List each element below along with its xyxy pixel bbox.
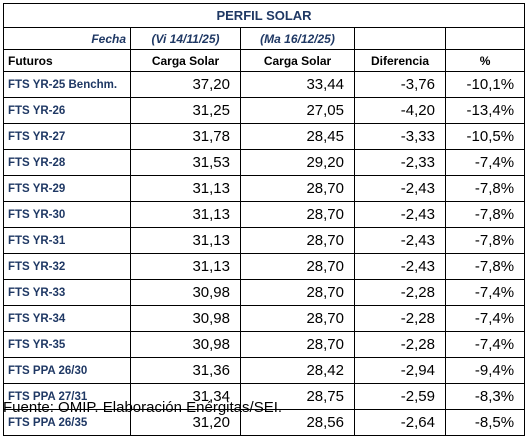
carga-solar-previous-cell: 31,13 xyxy=(130,227,241,254)
percent-cell: -8,3% xyxy=(444,383,526,410)
header-carga-solar-current: Carga Solar xyxy=(240,49,355,72)
diferencia-cell: -2,43 xyxy=(354,253,446,280)
percent-cell: -10,5% xyxy=(444,123,526,150)
percent-cell: -7,8% xyxy=(444,201,526,228)
table-row: FTS YR-30 31,13 28,70 -2,43 -7,8% xyxy=(3,201,526,228)
percent-cell: -7,4% xyxy=(444,149,526,176)
diferencia-cell: -2,43 xyxy=(354,175,446,202)
futures-label-cell: FTS PPA 27/31 xyxy=(3,383,131,410)
header-percent: % xyxy=(444,49,526,72)
diferencia-cell: -2,33 xyxy=(354,149,446,176)
table-row: FTS YR-35 30,98 28,70 -2,28 -7,4% xyxy=(3,331,526,358)
diferencia-cell: -2,28 xyxy=(354,279,446,306)
carga-solar-current-cell: 28,70 xyxy=(240,175,355,202)
date-previous: (Vi 14/11/25) xyxy=(130,27,241,50)
carga-solar-current-cell: 28,70 xyxy=(240,305,355,332)
carga-solar-current-cell: 28,70 xyxy=(240,253,355,280)
futures-label-cell: FTS YR-33 xyxy=(3,279,131,306)
diferencia-cell: -4,20 xyxy=(354,97,446,124)
futures-label-cell: FTS YR-34 xyxy=(3,305,131,332)
title-row: PERFIL SOLAR xyxy=(2,3,526,28)
futures-label-cell: FTS YR-31 xyxy=(3,227,131,254)
header-futuros: Futuros xyxy=(3,49,131,72)
table-row: FTS PPA 26/30 31,36 28,42 -2,94 -9,4% xyxy=(3,357,526,384)
header-carga-solar-previous: Carga Solar xyxy=(130,49,241,72)
percent-cell: -9,4% xyxy=(444,357,526,384)
carga-solar-previous-cell: 31,13 xyxy=(130,253,241,280)
percent-cell: -7,4% xyxy=(444,279,526,306)
date-label: Fecha xyxy=(3,27,131,50)
table-row: FTS YR-32 31,13 28,70 -2,43 -7,8% xyxy=(3,253,526,280)
percent-cell: -7,4% xyxy=(444,305,526,332)
futures-label-cell: FTS YR-26 xyxy=(3,97,131,124)
carga-solar-previous-cell: 31,13 xyxy=(130,175,241,202)
percent-cell: -7,8% xyxy=(444,253,526,280)
table-row: FTS YR-28 31,53 29,20 -2,33 -7,4% xyxy=(3,149,526,176)
percent-cell: -7,4% xyxy=(444,331,526,358)
carga-solar-current-cell: 28,45 xyxy=(240,123,355,150)
carga-solar-current-cell: 28,42 xyxy=(240,357,355,384)
futures-label-cell: FTS YR-30 xyxy=(3,201,131,228)
carga-solar-current-cell: 33,44 xyxy=(240,71,355,98)
carga-solar-current-cell: 28,70 xyxy=(240,279,355,306)
carga-solar-current-cell: 27,05 xyxy=(240,97,355,124)
diferencia-cell: -2,43 xyxy=(354,201,446,228)
diferencia-cell: -2,43 xyxy=(354,227,446,254)
diferencia-cell: -3,76 xyxy=(354,71,446,98)
carga-solar-current-cell: 28,70 xyxy=(240,201,355,228)
carga-solar-previous-cell: 30,98 xyxy=(130,331,241,358)
empty-cell xyxy=(444,27,526,50)
percent-cell: -7,8% xyxy=(444,227,526,254)
futures-label-cell: FTS YR-35 xyxy=(3,331,131,358)
futures-label-cell: FTS PPA 26/30 xyxy=(3,357,131,384)
percent-cell: -10,1% xyxy=(444,71,526,98)
table-row: FTS YR-26 31,25 27,05 -4,20 -13,4% xyxy=(3,97,526,124)
percent-cell: -13,4% xyxy=(444,97,526,124)
diferencia-cell: -2,28 xyxy=(354,305,446,332)
data-table-container: PERFIL SOLAR Fecha (Vi 14/11/25) (Ma 16/… xyxy=(2,3,526,436)
source-footnote: Fuente: OMIP. Elaboración Enérgitas/SEI. xyxy=(3,399,283,416)
header-row: Futuros Carga Solar Carga Solar Diferenc… xyxy=(3,49,526,72)
empty-cell xyxy=(354,27,446,50)
carga-solar-current-cell: 28,70 xyxy=(240,331,355,358)
table-row: FTS YR-27 31,78 28,45 -3,33 -10,5% xyxy=(3,123,526,150)
futures-label-cell: FTS YR-32 xyxy=(3,253,131,280)
table-row: FTS PPA 27/31 31,34 28,75 -2,59 -8,3% xyxy=(3,383,526,410)
table-row: FTS YR-25 Benchm. 37,20 33,44 -3,76 -10,1% xyxy=(3,71,526,98)
futures-label-cell: FTS YR-28 xyxy=(3,149,131,176)
carga-solar-previous-cell: 31,25 xyxy=(130,97,241,124)
carga-solar-previous-cell: 31,36 xyxy=(130,357,241,384)
futures-label-cell: FTS YR-29 xyxy=(3,175,131,202)
header-diferencia: Diferencia xyxy=(354,49,446,72)
date-row: Fecha (Vi 14/11/25) (Ma 16/12/25) xyxy=(3,27,526,50)
futures-label-cell: FTS YR-27 xyxy=(3,123,131,150)
table-title: PERFIL SOLAR xyxy=(2,3,526,28)
diferencia-cell: -3,33 xyxy=(354,123,446,150)
table-body: PERFIL SOLAR Fecha (Vi 14/11/25) (Ma 16/… xyxy=(2,3,526,436)
carga-solar-previous-cell: 31,34 xyxy=(130,383,241,410)
date-current: (Ma 16/12/25) xyxy=(240,27,355,50)
diferencia-cell: -2,64 xyxy=(354,409,446,436)
carga-solar-previous-cell: 30,98 xyxy=(130,279,241,306)
percent-cell: -7,8% xyxy=(444,175,526,202)
percent-cell: -8,5% xyxy=(444,409,526,436)
diferencia-cell: -2,59 xyxy=(354,383,446,410)
table-row: FTS YR-31 31,13 28,70 -2,43 -7,8% xyxy=(3,227,526,254)
diferencia-cell: -2,28 xyxy=(354,331,446,358)
carga-solar-current-cell: 28,70 xyxy=(240,227,355,254)
carga-solar-previous-cell: 31,53 xyxy=(130,149,241,176)
solar-profile-table: PERFIL SOLAR Fecha (Vi 14/11/25) (Ma 16/… xyxy=(2,3,526,436)
table-row: FTS YR-29 31,13 28,70 -2,43 -7,8% xyxy=(3,175,526,202)
diferencia-cell: -2,94 xyxy=(354,357,446,384)
carga-solar-current-cell: 29,20 xyxy=(240,149,355,176)
carga-solar-previous-cell: 30,98 xyxy=(130,305,241,332)
futures-label-cell: FTS YR-25 Benchm. xyxy=(3,71,131,98)
table-row: FTS YR-34 30,98 28,70 -2,28 -7,4% xyxy=(3,305,526,332)
table-row: FTS YR-33 30,98 28,70 -2,28 -7,4% xyxy=(3,279,526,306)
carga-solar-previous-cell: 31,78 xyxy=(130,123,241,150)
carga-solar-previous-cell: 37,20 xyxy=(130,71,241,98)
carga-solar-previous-cell: 31,13 xyxy=(130,201,241,228)
